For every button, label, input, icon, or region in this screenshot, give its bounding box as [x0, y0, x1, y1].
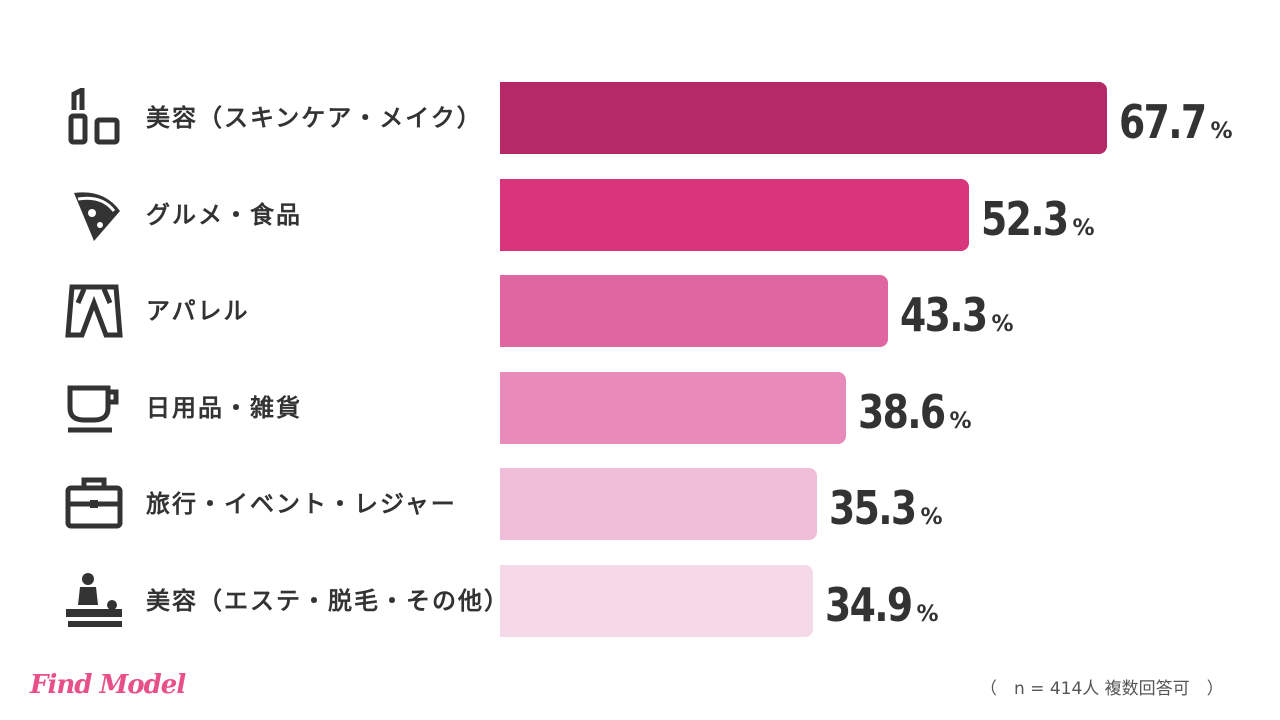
chart-row: アパレル 43.3% — [0, 275, 1280, 347]
sample-size-note: （ n = 414人 複数回答可 ） — [980, 679, 1224, 699]
suitcase-icon — [64, 474, 124, 534]
bar — [500, 275, 888, 347]
chart-row: 美容（エステ・脱毛・その他） 34.9% — [0, 564, 1280, 637]
value-number: 43.3 — [900, 288, 988, 342]
value-label: 67.7% — [1119, 82, 1233, 154]
value-number: 52.3 — [981, 191, 1069, 246]
category-label: 美容（スキンケア・メイク） — [146, 104, 483, 132]
percent-sign: % — [949, 408, 972, 434]
value-number: 38.6 — [858, 384, 946, 439]
pizza-icon — [64, 185, 124, 245]
cup-icon — [64, 378, 124, 438]
value-number: 67.7 — [1119, 95, 1207, 149]
value-label: 35.3% — [829, 468, 943, 540]
bar — [500, 82, 1107, 154]
lipstick-icon — [64, 85, 124, 148]
massage-icon — [64, 571, 124, 631]
category-label: 日用品・雑貨 — [146, 393, 302, 422]
chart-row: グルメ・食品 52.3% — [0, 178, 1280, 251]
bar — [500, 564, 813, 637]
percent-sign: % — [1072, 215, 1095, 241]
chart-row: 旅行・イベント・レジャー 35.3% — [0, 468, 1280, 540]
category-label: 旅行・イベント・レジャー — [146, 490, 457, 518]
value-label: 38.6% — [858, 372, 972, 444]
chart-row: 日用品・雑貨 38.6% — [0, 371, 1280, 444]
find-model-logo: Find Model — [30, 670, 186, 700]
bar — [500, 371, 846, 444]
pants-icon — [64, 281, 124, 341]
category-label: 美容（エステ・脱毛・その他） — [146, 586, 510, 615]
category-label: グルメ・食品 — [146, 200, 302, 229]
value-number: 35.3 — [829, 481, 917, 535]
percent-sign: % — [991, 312, 1014, 337]
value-label: 52.3% — [981, 179, 1095, 251]
percent-sign: % — [1210, 119, 1233, 144]
bar — [500, 468, 817, 540]
chart-row: 美容（スキンケア・メイク） 67.7% — [0, 82, 1280, 154]
category-label: アパレル — [146, 297, 250, 325]
percent-sign: % — [916, 601, 939, 627]
percent-sign: % — [920, 505, 943, 530]
bar — [500, 178, 969, 251]
value-number: 34.9 — [825, 577, 913, 632]
value-label: 43.3% — [900, 275, 1014, 347]
value-label: 34.9% — [825, 565, 939, 637]
